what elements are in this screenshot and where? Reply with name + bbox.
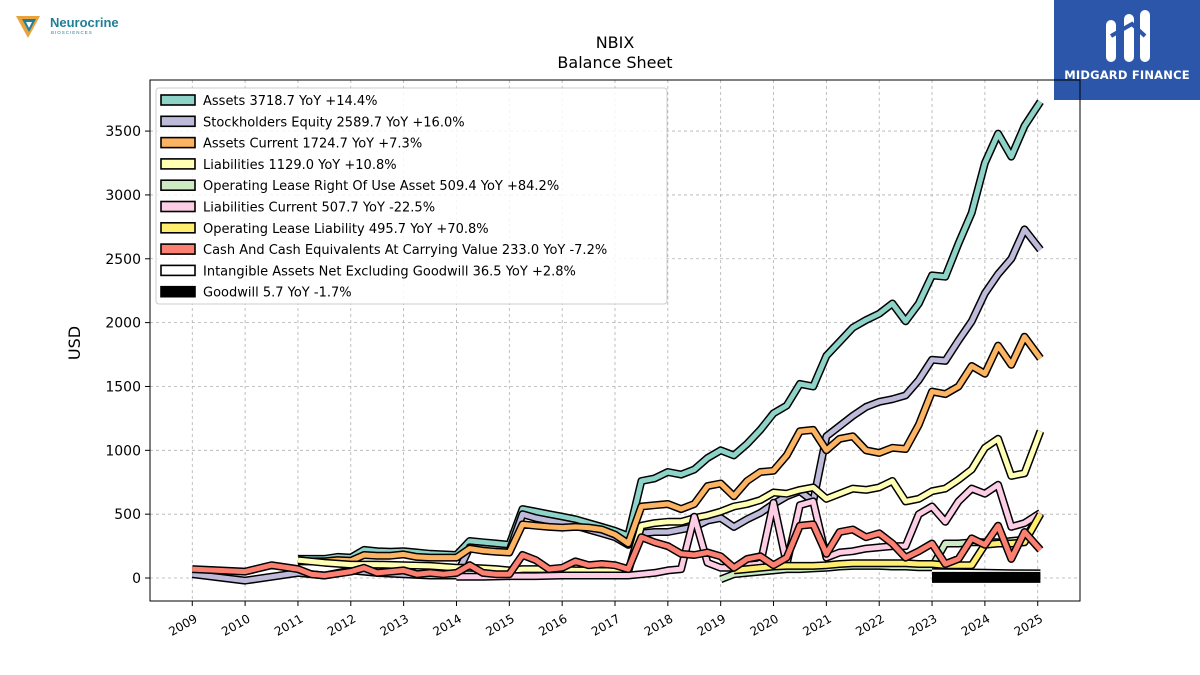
series-line	[298, 334, 1043, 564]
brand-logo-mark	[1106, 10, 1150, 62]
legend-item-intangibles: Intangible Assets Net Excluding Goodwill…	[160, 264, 576, 279]
company-logo-mark: Neurocrine BIOSCIENCES	[16, 15, 119, 38]
y-tick-label: 2000	[105, 316, 141, 332]
x-tick-label: 2013	[378, 611, 411, 638]
x-tick-label: 2017	[589, 611, 622, 638]
x-tick-label: 2019	[695, 611, 728, 638]
y-tick-label: 3000	[105, 188, 141, 204]
x-tick-label: 2010	[219, 611, 252, 638]
legend-label: Assets 3718.7 YoY +14.4%	[203, 94, 378, 109]
company-logo-text: Neurocrine	[50, 15, 119, 30]
series-cash	[192, 520, 1044, 580]
y-axis-label: USD	[65, 326, 84, 360]
series-assets_current	[298, 332, 1044, 566]
brand-logo: MIDGARD FINANCE	[1054, 0, 1200, 100]
y-tick-label: 3500	[105, 124, 141, 140]
legend-item-liabilities: Liabilities 1129.0 YoY +10.8%	[160, 158, 397, 173]
legend-swatch	[160, 222, 196, 234]
y-tick-label: 2500	[105, 252, 141, 268]
x-tick-label: 2011	[272, 611, 305, 638]
legend-label: Stockholders Equity 2589.7 YoY +16.0%	[203, 115, 465, 130]
legend-item-liabilities_current: Liabilities Current 507.7 YoY -22.5%	[160, 200, 435, 216]
x-tick-label: 2015	[483, 611, 516, 638]
legend-item-operating_lease_liability: Operating Lease Liability 495.7 YoY +70.…	[160, 222, 489, 237]
legend-swatch	[160, 243, 196, 255]
legend-label: Cash And Cash Equivalents At Carrying Va…	[203, 243, 607, 258]
legend-item-cash: Cash And Cash Equivalents At Carrying Va…	[160, 243, 607, 258]
legend-label: Operating Lease Liability 495.7 YoY +70.…	[203, 222, 489, 237]
legend-swatch	[160, 179, 196, 191]
chart-title: NBIX	[596, 33, 635, 52]
legend-item-assets: Assets 3718.7 YoY +14.4%	[160, 94, 378, 109]
legend-swatch	[160, 264, 196, 277]
legend-swatch	[160, 115, 196, 128]
x-tick-label: 2012	[325, 611, 358, 638]
x-tick-label: 2018	[642, 611, 675, 638]
series-line	[192, 521, 1043, 578]
legend-item-goodwill: Goodwill 5.7 YoY -1.7%	[160, 285, 352, 301]
legend-item-assets_current: Assets Current 1724.7 YoY +7.3%	[160, 136, 422, 152]
company-logo-subtext: BIOSCIENCES	[51, 30, 93, 35]
x-tick-label: 2025	[1012, 611, 1045, 638]
legend-label: Liabilities 1129.0 YoY +10.8%	[203, 158, 397, 173]
y-tick-label: 0	[132, 571, 141, 587]
legend-box	[155, 87, 668, 305]
legend-label: Operating Lease Right Of Use Asset 509.4…	[203, 179, 559, 194]
legend-swatch	[160, 285, 196, 298]
y-tick-label: 1500	[105, 379, 141, 395]
y-tick-label: 500	[114, 507, 141, 523]
x-tick-label: 2020	[748, 611, 781, 638]
series-line	[297, 430, 1043, 575]
x-tick-label: 2009	[166, 611, 199, 638]
legend: Assets 3718.7 YoY +14.4% Stockholders Equ…	[155, 87, 668, 305]
series-liabilities	[297, 429, 1045, 576]
series-lines	[191, 99, 1045, 585]
x-tick-label: 2024	[959, 611, 992, 638]
company-logo: Neurocrine BIOSCIENCES	[14, 12, 144, 42]
x-tick-label: 2021	[800, 611, 833, 638]
legend-swatch	[160, 200, 196, 213]
legend-swatch	[160, 136, 196, 149]
x-tick-label: 2016	[536, 611, 569, 638]
brand-name: MIDGARD FINANCE	[1064, 68, 1190, 82]
legend-label: Liabilities Current 507.7 YoY -22.5%	[203, 201, 435, 216]
legend-swatch	[160, 94, 196, 106]
legend-swatch	[160, 158, 196, 170]
x-tick-label: 2022	[853, 611, 886, 638]
legend-item-operating_lease_rou: Operating Lease Right Of Use Asset 509.4…	[160, 179, 559, 194]
chart-subtitle: Balance Sheet	[557, 53, 672, 72]
y-tick-label: 1000	[105, 443, 141, 459]
legend-label: Goodwill 5.7 YoY -1.7%	[203, 286, 352, 301]
legend-item-stockholders_equity: Stockholders Equity 2589.7 YoY +16.0%	[160, 115, 465, 130]
legend-label: Assets Current 1724.7 YoY +7.3%	[203, 137, 422, 152]
x-tick-label: 2014	[431, 611, 464, 638]
x-tick-label: 2023	[906, 611, 939, 638]
legend-label: Intangible Assets Net Excluding Goodwill…	[203, 264, 576, 279]
